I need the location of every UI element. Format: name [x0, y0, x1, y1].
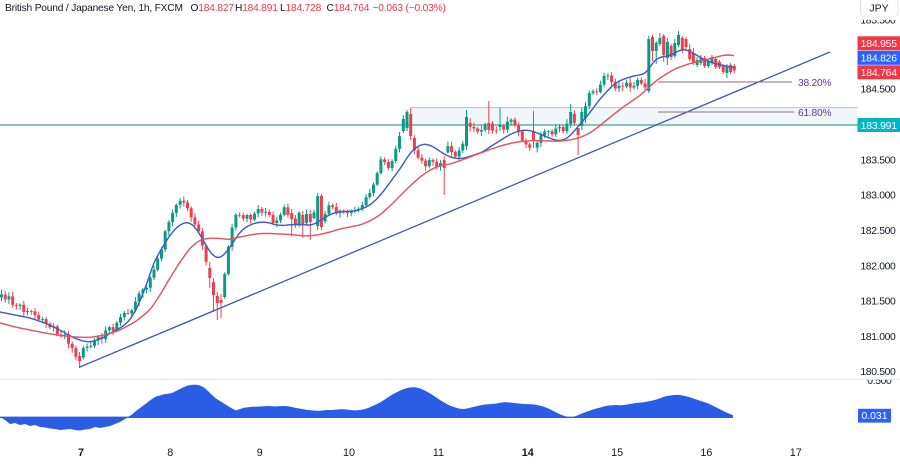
svg-text:7: 7	[78, 447, 84, 459]
svg-text:183.500: 183.500	[860, 155, 896, 166]
svg-text:183.000: 183.000	[860, 191, 896, 202]
svg-text:182.500: 182.500	[860, 226, 896, 237]
svg-text:O184.827: O184.827	[191, 3, 235, 14]
svg-text:183.991: 183.991	[861, 121, 898, 132]
svg-text:H184.891: H184.891	[235, 3, 278, 14]
svg-text:JPY: JPY	[869, 3, 888, 15]
svg-text:−0.063 (−0.03%): −0.063 (−0.03%)	[373, 3, 446, 14]
svg-text:182.000: 182.000	[860, 261, 896, 272]
svg-text:C184.764: C184.764	[327, 3, 370, 14]
svg-text:184.826: 184.826	[861, 54, 898, 65]
svg-text:8: 8	[167, 447, 173, 459]
svg-text:181.500: 181.500	[860, 297, 896, 308]
svg-text:184.955: 184.955	[861, 39, 898, 50]
svg-text:14: 14	[522, 447, 534, 459]
svg-text:16: 16	[700, 447, 712, 459]
svg-text:10: 10	[343, 447, 355, 459]
svg-text:9: 9	[257, 447, 263, 459]
svg-text:17: 17	[790, 447, 802, 459]
svg-text:184.500: 184.500	[860, 85, 896, 96]
svg-text:181.000: 181.000	[860, 332, 896, 343]
svg-text:38.20%: 38.20%	[798, 78, 831, 89]
svg-text:180.500: 180.500	[860, 367, 896, 378]
svg-text:15: 15	[611, 447, 623, 459]
svg-text:184.764: 184.764	[861, 68, 898, 79]
svg-text:11: 11	[433, 447, 444, 459]
svg-text:0.031: 0.031	[861, 411, 887, 422]
svg-text:L184.728: L184.728	[280, 3, 322, 14]
svg-text:61.80%: 61.80%	[798, 108, 831, 119]
svg-text:British Pound / Japanese Yen,: British Pound / Japanese Yen, 1h, FXCM	[5, 3, 183, 14]
